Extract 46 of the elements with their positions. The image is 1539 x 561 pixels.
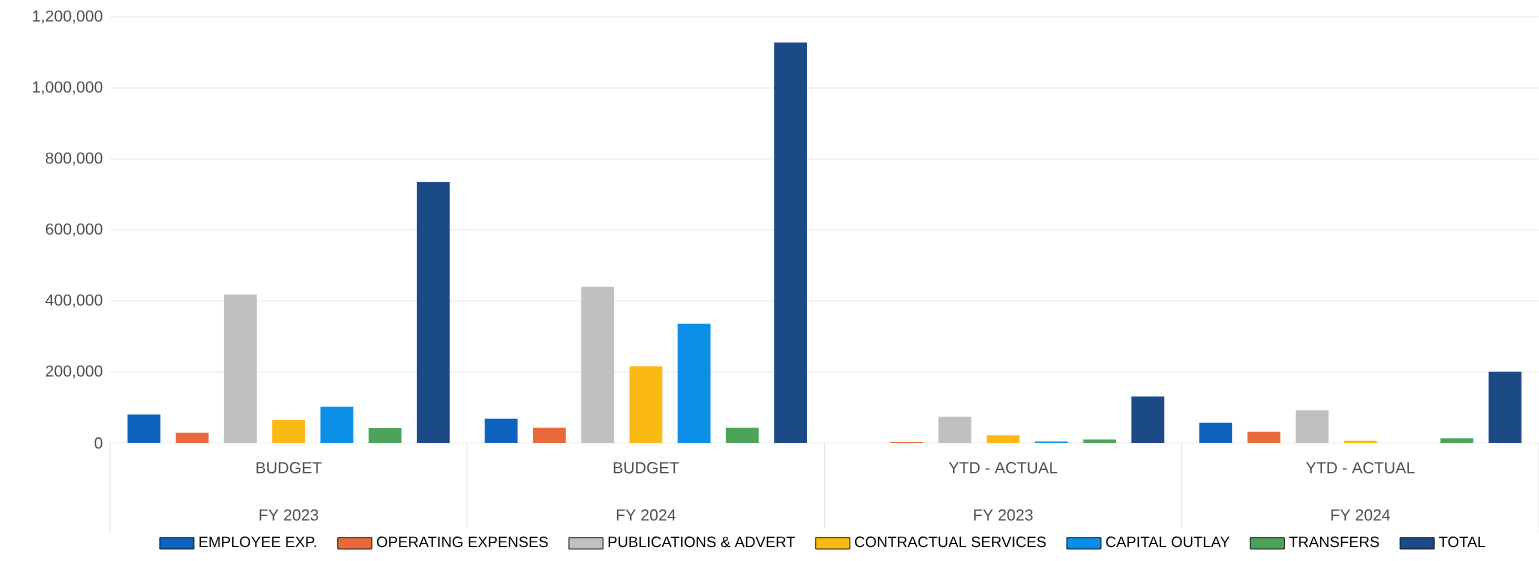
legend-label: EMPLOYEE EXP. [199, 536, 316, 548]
legend-label: TRANSFERS [1289, 536, 1379, 548]
bar [677, 323, 711, 443]
y-tick-label: 600,000 [45, 223, 103, 237]
bar [368, 428, 402, 443]
text: FY 2023 [259, 509, 319, 521]
bar [581, 286, 615, 443]
legend-label: TOTAL [1438, 536, 1486, 548]
y-tick-label: 800,000 [45, 152, 103, 166]
text: FY 2023 [974, 509, 1033, 521]
bar [1199, 422, 1233, 443]
bar [223, 294, 257, 443]
legend-label: CAPITAL OUTLAY [1106, 536, 1230, 548]
bar [725, 427, 759, 443]
bar [774, 42, 807, 443]
bar [938, 416, 972, 443]
x-tick-label: BUDGET [613, 462, 679, 474]
bar [416, 182, 450, 443]
legend-label: CONTRACTUAL SERVICES [854, 536, 1046, 548]
legend-label: OPERATING EXPENSES [376, 536, 548, 548]
x-tick-label: YTD - ACTUAL [948, 462, 1058, 474]
bar [1083, 439, 1117, 443]
bar [320, 406, 354, 443]
bar [532, 427, 566, 443]
bar [1343, 440, 1377, 443]
bar [629, 366, 663, 443]
bar [1247, 431, 1281, 443]
y-tick-label: 0 [94, 437, 103, 449]
x-tick-label: YTD - ACTUAL [1306, 462, 1415, 474]
text: FY 2024 [616, 509, 676, 521]
y-tick-label: 200,000 [45, 365, 103, 379]
y-tick-label: 400,000 [45, 294, 103, 308]
legend-label: PUBLICATIONS & ADVERT [608, 536, 795, 548]
y-tick-label: 1,200,000 [32, 10, 103, 24]
y-tick-label: 1,000,000 [32, 81, 103, 95]
bar [1488, 371, 1522, 443]
bar [1295, 410, 1329, 443]
bar [986, 435, 1020, 443]
bar [272, 419, 306, 443]
text: FY 2024 [1331, 509, 1391, 521]
x-tick-label: BUDGET [256, 462, 322, 474]
bar [1131, 396, 1165, 443]
bar [484, 418, 518, 443]
bar [175, 432, 209, 443]
bar [127, 414, 161, 443]
bar [1440, 438, 1474, 443]
